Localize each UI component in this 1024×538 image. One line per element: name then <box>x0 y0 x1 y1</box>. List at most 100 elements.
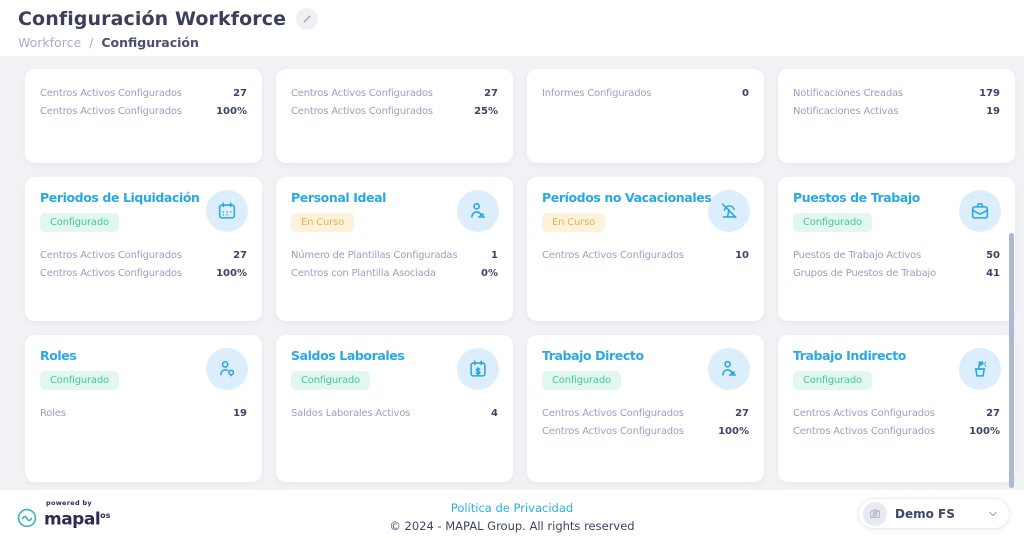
status-badge: En Curso <box>291 213 354 232</box>
calendar-money-icon <box>457 348 499 390</box>
metric-label: Centros Activos Configurados <box>40 105 182 117</box>
powered-by-label: powered by <box>46 499 92 508</box>
privacy-policy-link[interactable]: Política de Privacidad <box>450 501 574 515</box>
breadcrumb-separator: / <box>89 35 94 50</box>
metric-row: Notificaciones Activas 19 <box>793 103 1000 121</box>
card-partial[interactable]: Centros Activos Configurados 27 Centros Ac… <box>276 69 513 163</box>
metric-value: 100% <box>216 267 247 279</box>
card-title: Períodos no Vacacionales <box>542 190 712 205</box>
metric-label: Número de Plantillas Configuradas <box>291 250 458 261</box>
metric-label: Notificaciones Creadas <box>793 88 903 99</box>
metric-row: Centros Activos Configurados 100% <box>542 423 749 441</box>
mapal-logo: powered by mapalos <box>16 499 110 529</box>
copyright-text: © 2024 - MAPAL Group. All rights reserve… <box>389 519 635 533</box>
pencil-icon <box>301 13 313 25</box>
edit-title-button[interactable] <box>296 8 319 30</box>
metric-value: 27 <box>233 88 247 99</box>
metric-label: Centros Activos Configurados <box>40 267 182 279</box>
status-badge: En Curso <box>542 213 605 232</box>
metric-value: 41 <box>986 267 1000 279</box>
status-badge: Configurado <box>40 371 119 390</box>
metric-value: 100% <box>969 425 1000 437</box>
metric-label: Roles <box>40 408 66 419</box>
breadcrumb-current: Configuración <box>101 35 199 50</box>
metric-value: 25% <box>474 105 498 117</box>
card-saldos-laborales[interactable]: Saldos Laborales Configurado Saldos Labora… <box>276 335 513 482</box>
metric-row: Roles 19 <box>40 405 247 423</box>
account-selector[interactable]: Demo FS <box>858 498 1010 529</box>
image-placeholder-icon <box>863 501 887 526</box>
wave-icon <box>16 507 38 529</box>
metric-label: Puestos de Trabajo Activos <box>793 250 921 261</box>
metric-label: Centros Activos Configurados <box>542 250 684 261</box>
card-partial[interactable]: Notificaciones Creadas 179 Notificaciones … <box>778 69 1015 163</box>
metric-value: 4 <box>491 408 498 419</box>
metric-row: Número de Plantillas Configuradas 1 <box>291 247 498 265</box>
briefcase-icon <box>959 190 1001 232</box>
metric-label: Centros Activos Configurados <box>793 425 935 437</box>
metric-label: Centros Activos Configurados <box>291 88 433 99</box>
page-title: Configuración Workforce <box>18 8 287 30</box>
metrics-list: Saldos Laborales Activos 4 <box>291 405 498 423</box>
metrics-list: Centros Activos Configurados 27 Centros Ac… <box>40 247 247 282</box>
metric-row: Notificaciones Creadas 179 <box>793 85 1000 103</box>
card-title: Trabajo Indirecto <box>793 348 906 363</box>
card-periodos-no-vacacionales[interactable]: Períodos no Vacacionales En Curso Centros … <box>527 177 764 321</box>
card-roles[interactable]: Roles Configurado Roles 19 <box>25 335 262 482</box>
metric-value: 27 <box>484 88 498 99</box>
brand-suffix: os <box>100 511 111 521</box>
metric-row: Centros Activos Configurados 100% <box>793 423 1000 441</box>
card-trabajo-indirecto[interactable]: Trabajo Indirecto Configurado Centros Acti… <box>778 335 1015 482</box>
metric-row: Grupos de Puestos de Trabajo 41 <box>793 265 1000 283</box>
metric-label: Informes Configurados <box>542 88 652 99</box>
metric-value: 50 <box>986 250 1000 261</box>
card-partial[interactable]: Informes Configurados 0 <box>527 69 764 163</box>
page-footer: powered by mapalos Política de Privacida… <box>0 490 1024 538</box>
metrics-list: Número de Plantillas Configuradas 1 Centro… <box>291 247 498 282</box>
metrics-list: Centros Activos Configurados 27 Centros Ac… <box>793 405 1000 440</box>
status-badge: Configurado <box>793 371 872 390</box>
metric-label: Centros Activos Configurados <box>542 425 684 437</box>
metric-row: Centros Activos Configurados 27 <box>40 247 247 265</box>
metrics-list: Roles 19 <box>40 405 247 423</box>
scrollbar-thumb[interactable] <box>1009 233 1014 488</box>
metric-value: 100% <box>216 105 247 117</box>
dashboard-content: Centros Activos Configurados 27 Centros Ac… <box>0 56 1024 490</box>
status-badge: Configurado <box>291 371 370 390</box>
card-puestos-de-trabajo[interactable]: Puestos de Trabajo Configurado Puestos de … <box>778 177 1015 321</box>
no-vacation-icon <box>708 190 750 232</box>
worker-icon <box>708 348 750 390</box>
metric-row: Centros Activos Configurados 27 <box>40 85 247 103</box>
card-personal-ideal[interactable]: Personal Ideal En Curso Número de Plantill… <box>276 177 513 321</box>
card-partial[interactable]: Centros Activos Configurados 27 Centros Ac… <box>25 69 262 163</box>
metrics-list: Centros Activos Configurados 10 <box>542 247 749 265</box>
cleaning-bucket-icon <box>959 348 1001 390</box>
brand-name: mapalos <box>44 509 111 530</box>
metric-value: 0% <box>481 267 498 279</box>
page-header: Configuración Workforce Workforce / Conf… <box>0 0 1024 56</box>
metric-label: Saldos Laborales Activos <box>291 408 411 419</box>
metric-value: 19 <box>986 105 1000 117</box>
metrics-list: Centros Activos Configurados 27 Centros Ac… <box>542 405 749 440</box>
metric-row: Centros Activos Configurados 27 <box>793 405 1000 423</box>
metrics-list: Informes Configurados 0 <box>542 85 749 103</box>
metric-row: Centros con Plantilla Asociada 0% <box>291 265 498 283</box>
card-periodos-de-liquidacion[interactable]: Periodos de Liquidación Configurado Centro… <box>25 177 262 321</box>
metric-row: Informes Configurados 0 <box>542 85 749 103</box>
metric-value: 0 <box>742 88 749 99</box>
metric-label: Centros con Plantilla Asociada <box>291 267 436 279</box>
card-trabajo-directo[interactable]: Trabajo Directo Configurado Centros Activo… <box>527 335 764 482</box>
breadcrumb-parent[interactable]: Workforce <box>18 35 82 50</box>
cards-grid: Centros Activos Configurados 27 Centros Ac… <box>0 56 1024 482</box>
breadcrumb: Workforce / Configuración <box>18 35 1024 50</box>
account-label: Demo FS <box>895 506 955 521</box>
card-title: Puestos de Trabajo <box>793 190 920 205</box>
metric-row: Centros Activos Configurados 27 <box>291 85 498 103</box>
status-badge: Configurado <box>542 371 621 390</box>
person-desk-icon <box>457 190 499 232</box>
metric-row: Centros Activos Configurados 10 <box>542 247 749 265</box>
metric-row: Centros Activos Configurados 100% <box>40 103 247 121</box>
card-title: Roles <box>40 348 77 363</box>
metrics-list: Centros Activos Configurados 27 Centros Ac… <box>40 85 247 120</box>
status-badge: Configurado <box>40 213 119 232</box>
